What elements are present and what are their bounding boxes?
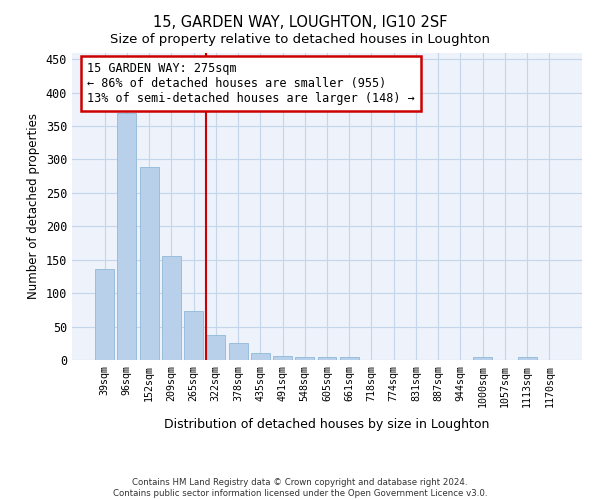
Text: Contains HM Land Registry data © Crown copyright and database right 2024.
Contai: Contains HM Land Registry data © Crown c… bbox=[113, 478, 487, 498]
Text: Size of property relative to detached houses in Loughton: Size of property relative to detached ho… bbox=[110, 32, 490, 46]
Bar bbox=[162, 256, 181, 360]
Bar bbox=[95, 269, 114, 360]
Bar bbox=[184, 310, 203, 360]
Bar bbox=[140, 168, 158, 360]
Text: 15 GARDEN WAY: 275sqm
← 86% of detached houses are smaller (955)
13% of semi-det: 15 GARDEN WAY: 275sqm ← 86% of detached … bbox=[88, 62, 415, 104]
X-axis label: Distribution of detached houses by size in Loughton: Distribution of detached houses by size … bbox=[164, 418, 490, 431]
Text: 15, GARDEN WAY, LOUGHTON, IG10 2SF: 15, GARDEN WAY, LOUGHTON, IG10 2SF bbox=[153, 15, 447, 30]
Bar bbox=[251, 352, 270, 360]
Y-axis label: Number of detached properties: Number of detached properties bbox=[27, 114, 40, 299]
Bar bbox=[473, 356, 492, 360]
Bar bbox=[206, 336, 225, 360]
Bar bbox=[229, 342, 248, 360]
Bar bbox=[118, 112, 136, 360]
Bar bbox=[295, 356, 314, 360]
Bar bbox=[273, 356, 292, 360]
Bar bbox=[518, 356, 536, 360]
Bar bbox=[340, 356, 359, 360]
Bar bbox=[317, 356, 337, 360]
